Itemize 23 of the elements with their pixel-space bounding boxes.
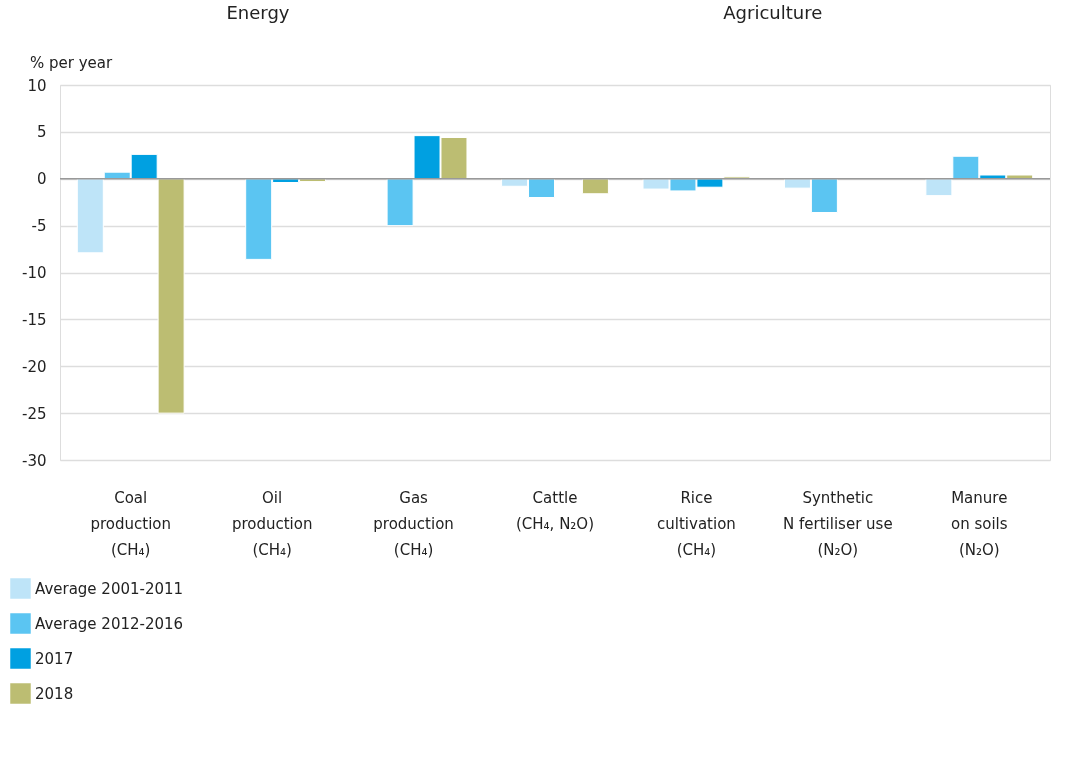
y-tick-label: -30 xyxy=(22,451,47,470)
x-tick-label: Manure on soils (N₂O) xyxy=(950,488,1008,559)
x-tick-label: Rice cultivation (CH₄) xyxy=(657,488,736,559)
y-tick-label: -10 xyxy=(22,264,47,282)
legend-label: Average 2001-2011 xyxy=(35,579,184,598)
text: Energy xyxy=(226,2,290,23)
y-tick-label: -20 xyxy=(22,357,47,376)
x-tick-label: Coal production (CH₄) xyxy=(90,488,171,559)
y-tick-label: 5 xyxy=(36,123,47,142)
legend-label: Average 2012-2016 xyxy=(35,614,184,633)
legend-label: 2018 xyxy=(35,684,74,703)
x-tick-label: Oil production (CH₄) xyxy=(231,488,313,559)
x-tick-label: Cattle (CH₄, N₂O) xyxy=(515,488,595,533)
x-tick-label: Gas production (CH₄) xyxy=(373,488,454,559)
text: Agriculture xyxy=(723,2,823,23)
y-tick-label: -15 xyxy=(22,310,47,329)
y-tick-label: 10 xyxy=(27,76,47,95)
x-tick-label: Synthetic N fertiliser use (N₂O) xyxy=(783,488,893,559)
legend-label: 2017 xyxy=(35,649,74,668)
y-tick-label: -5 xyxy=(31,217,47,236)
y-tick-label: 0 xyxy=(36,170,47,189)
y-tick-label: -25 xyxy=(22,404,47,423)
y-axis-title: % per year xyxy=(30,54,113,72)
